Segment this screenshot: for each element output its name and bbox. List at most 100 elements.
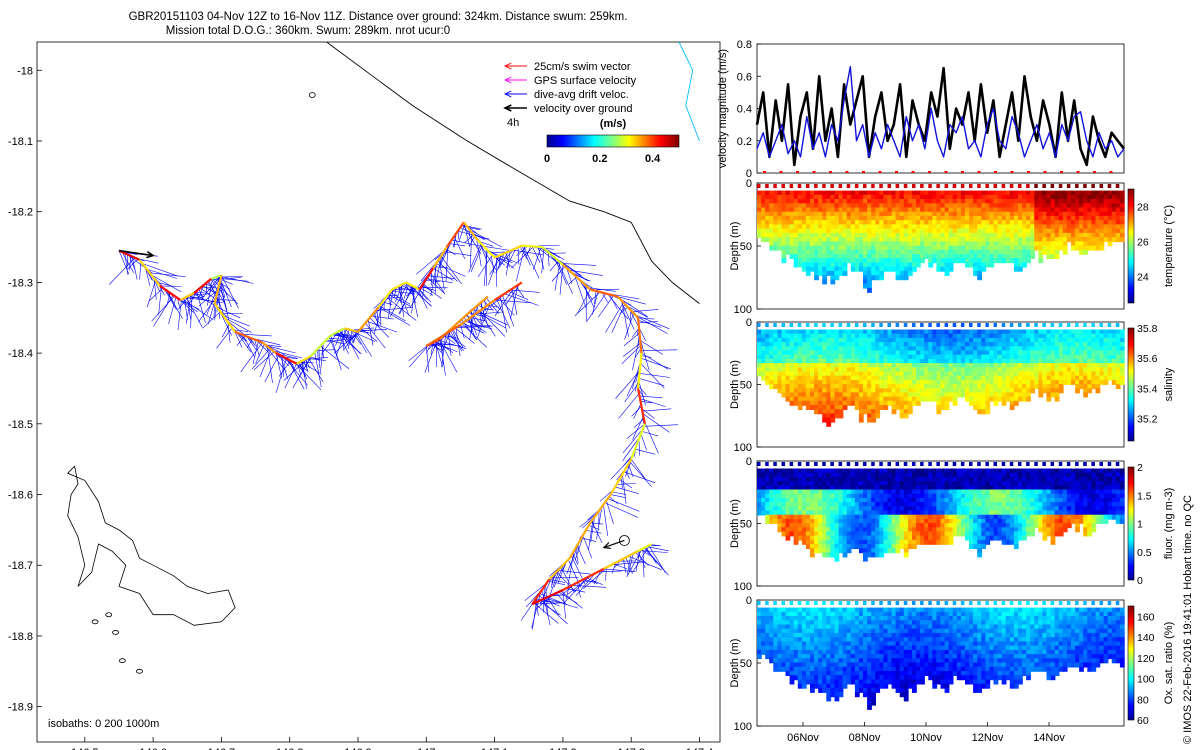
temperature-cell [761, 237, 766, 243]
map-xtick-label: 147.2 [549, 747, 577, 750]
temperature-cell [801, 215, 807, 221]
salinity-cell [1071, 379, 1076, 385]
salinity-cell [895, 346, 901, 352]
temperature-cell [785, 245, 791, 251]
fluorescence-cell [912, 535, 917, 541]
salinity-cell [944, 358, 950, 364]
salinity-cell [989, 358, 995, 364]
fluorescence-cell [850, 523, 856, 529]
salinity-cell [903, 388, 909, 394]
salinity-cell [1042, 342, 1048, 348]
salinity-cell [1075, 329, 1080, 335]
salinity-cell [879, 337, 885, 343]
salinity-cell [1058, 333, 1064, 339]
temperature-cell [903, 228, 909, 234]
salinity-cell [822, 363, 827, 369]
fluorescence-cell [871, 518, 876, 524]
salinity-cell [1099, 367, 1105, 373]
salinity-cell [785, 375, 791, 381]
salinity-cell [826, 358, 832, 364]
fluorescence-cell [801, 497, 807, 503]
temperature-cell [977, 258, 982, 264]
salinity-cell [1095, 333, 1101, 339]
salinity-cell [956, 337, 962, 343]
drift-vector [449, 243, 466, 247]
temperature-cell [989, 262, 995, 268]
salinity-cell [899, 363, 905, 369]
drift-vector [485, 248, 487, 286]
temperature-cell [1038, 194, 1044, 200]
temperature-cell [891, 232, 897, 238]
temperature-cell [920, 207, 925, 213]
salinity-cell [1119, 379, 1125, 385]
salinity-cell [1095, 375, 1101, 381]
salinity-cell [936, 346, 942, 352]
fluorescence-cell [785, 472, 791, 478]
temperature-cell [830, 228, 836, 234]
temperature-cell [854, 211, 860, 217]
salinity-cell [928, 367, 934, 373]
salinity-cell [1054, 337, 1060, 343]
drift-vector [297, 353, 314, 381]
temperature-cell [895, 262, 901, 268]
salinity-cell [781, 367, 787, 373]
salinity-cell [965, 375, 970, 381]
fluorescence-cell [940, 485, 946, 491]
salinity-cell [863, 350, 868, 356]
temperature-cell [1030, 220, 1035, 226]
temperature-cell [769, 199, 774, 204]
fluorescence-cell [867, 506, 872, 512]
fluorescence-cell [761, 493, 766, 499]
temperature-cell [899, 215, 905, 221]
fluorescence-cell [805, 481, 811, 487]
salinity-cell [1034, 350, 1040, 356]
salinity-cell [863, 354, 868, 360]
salinity-cell [936, 409, 942, 415]
salinity-cell [989, 342, 995, 348]
salinity-cell [895, 333, 901, 339]
salinity-cell [973, 358, 978, 364]
salinity-cell [789, 329, 795, 335]
salinity-cell [1022, 367, 1027, 373]
salinity-cell [969, 392, 974, 398]
salinity-cell [781, 354, 787, 360]
salinity-cell [969, 384, 974, 390]
temperature-cell [997, 211, 1003, 217]
velocity-ylabel: velocity magnitude (m/s) [717, 49, 729, 168]
fluorescence-cell [814, 468, 819, 474]
temperature-cell [863, 262, 868, 268]
salinity-cell [903, 405, 909, 410]
salinity-cell [830, 346, 836, 352]
salinity-cell [1005, 392, 1011, 398]
salinity-cell [891, 379, 897, 385]
temperature-cell [981, 237, 987, 243]
salinity-cell [1054, 384, 1060, 390]
salinity-cell [871, 337, 876, 343]
temperature-cell [818, 224, 823, 230]
fluorescence-cell [920, 514, 925, 520]
salinity-cell [875, 371, 881, 377]
temperature-cell [1042, 190, 1048, 196]
temperature-cell [1103, 194, 1109, 200]
temperature-cell [842, 232, 848, 238]
salinity-cell [907, 388, 913, 394]
temperature-cell [871, 249, 876, 255]
salinity-cell [1115, 375, 1121, 381]
temperature-cell [826, 199, 832, 204]
temperature-cell [1071, 245, 1076, 251]
temperature-cell [985, 262, 991, 268]
salinity-cell [805, 375, 811, 381]
salinity-cell [777, 384, 783, 390]
temperature-colorbar-tick: 26 [1137, 237, 1149, 249]
salinity-cell [805, 400, 811, 406]
salinity-cell [912, 329, 917, 335]
fluorescence-cell [936, 476, 942, 482]
salinity-cell [838, 342, 844, 348]
fluorescence-cell [899, 472, 905, 478]
temperature-cell [985, 237, 991, 243]
salinity-cell [1119, 342, 1125, 348]
fluorescence-cell [834, 502, 840, 508]
temperature-cell [920, 199, 925, 204]
fluorescence-cell [944, 497, 950, 503]
temperature-cell [985, 199, 991, 204]
